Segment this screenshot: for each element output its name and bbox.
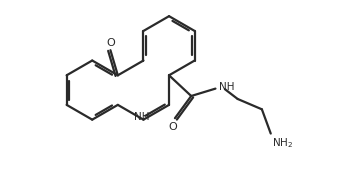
Text: NH: NH xyxy=(134,112,150,122)
Text: NH$_2$: NH$_2$ xyxy=(272,137,293,150)
Text: NH: NH xyxy=(219,82,235,92)
Text: O: O xyxy=(168,122,177,132)
Text: O: O xyxy=(106,38,115,48)
